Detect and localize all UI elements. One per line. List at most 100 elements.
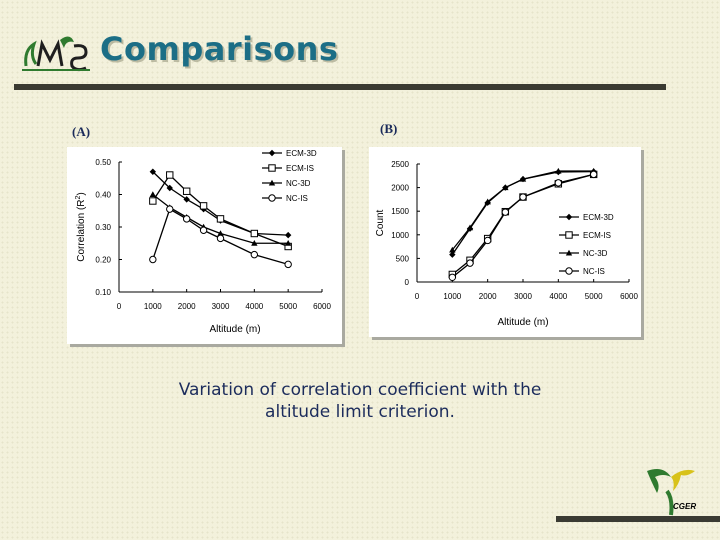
x-tick-label: 2000	[178, 302, 196, 311]
y-tick-label: 0.10	[95, 288, 111, 297]
slide-title: Comparisons	[100, 30, 339, 68]
legend-label: ECM-IS	[583, 231, 611, 240]
chart-panel-a: 0.10 0.20 0.30 0.40 0.50 0 1000 2000 3000 4000 500…	[67, 147, 342, 344]
data-point	[216, 234, 225, 243]
count-chart: 0 500 1000 1500 2000 2500 0 1000 2000 3000 4000 500…	[375, 160, 638, 328]
data-point	[466, 259, 474, 267]
y-tick-label: 2000	[391, 184, 409, 193]
y-axis-title: Correlation (R2)	[75, 192, 87, 262]
data-point	[182, 215, 191, 223]
legend-item-ecm-is: ECM-IS	[559, 231, 611, 240]
legend-item-ecm-3d: ECM-3D	[262, 149, 317, 158]
y-axis-title: Count	[375, 209, 386, 236]
panel-label-b: (B)	[380, 121, 398, 136]
data-point	[250, 250, 259, 259]
legend-item-nc-is: NC-IS	[559, 267, 605, 276]
series-ecm-is	[149, 171, 292, 251]
data-point	[448, 273, 457, 281]
legend-marker	[268, 164, 276, 172]
x-tick-label: 4000	[549, 292, 567, 301]
caption-line-1: Variation of correlation coefficient wit…	[178, 380, 542, 400]
correlation-chart: 0.10 0.20 0.30 0.40 0.50 0 1000 2000 3000 4000 500…	[75, 149, 331, 335]
data-point	[502, 184, 509, 191]
x-tick-label: 2000	[479, 292, 497, 301]
data-point	[466, 224, 474, 231]
series-line-ecm-3d	[451, 170, 594, 255]
data-point	[251, 240, 258, 246]
legend-marker	[565, 213, 573, 221]
y-tick-label: 1000	[391, 231, 409, 240]
legend-label: NC-3D	[583, 249, 608, 258]
legend-marker	[565, 249, 573, 256]
x-tick-label: 1000	[144, 302, 162, 311]
data-point	[183, 196, 190, 203]
data-point	[182, 187, 191, 195]
caption-line-2: altitude limit criterion.	[265, 402, 455, 422]
legend-label: NC-IS	[583, 267, 605, 276]
legend-label: NC-IS	[286, 194, 308, 203]
x-tick-label: 4000	[245, 302, 263, 311]
x-tick-label: 5000	[585, 292, 603, 301]
x-tick-label: 0	[415, 292, 420, 301]
legend-label: ECM-IS	[286, 164, 314, 173]
data-point	[199, 226, 208, 234]
legend-marker	[268, 194, 276, 202]
series-ecm-3d	[449, 168, 597, 258]
legend-item-nc-is: NC-IS	[262, 194, 308, 203]
y-tick-label: 1500	[391, 207, 409, 216]
legend-label: NC-3D	[286, 179, 311, 188]
x-tick-label: 6000	[620, 292, 638, 301]
series-layer	[448, 167, 598, 281]
data-point	[149, 168, 157, 175]
series-line-ecm-3d	[152, 171, 289, 236]
legend: ECM-3D ECM-IS NC-3D NC-IS	[559, 213, 614, 276]
x-tick-label: 3000	[212, 302, 230, 311]
legend-item-ecm-is: ECM-IS	[262, 164, 314, 173]
data-point	[199, 202, 208, 210]
y-tick-label: 2500	[391, 160, 409, 169]
chart-panel-b: 0 500 1000 1500 2000 2500 0 1000 2000 3000 4000 500…	[369, 147, 641, 337]
legend-item-nc-3d: NC-3D	[262, 179, 311, 188]
data-point	[519, 175, 527, 182]
data-point	[449, 251, 456, 258]
x-tick-label: 5000	[279, 302, 297, 311]
panel-label-a: (A)	[72, 124, 91, 139]
y-tick-label: 0	[405, 278, 410, 287]
x-axis-title: Altitude (m)	[497, 317, 548, 328]
tick-layer: 0 500 1000 1500 2000 2500 0 1000 2000 3000 4000 500…	[391, 160, 638, 301]
cger-logo: CGER	[647, 469, 696, 516]
data-point	[519, 193, 527, 201]
y-tick-label: 0.40	[95, 191, 111, 200]
y-tick-label: 0.20	[95, 256, 111, 265]
x-tick-label: 3000	[514, 292, 532, 301]
data-point	[149, 197, 157, 205]
series-nc-3d	[449, 167, 597, 253]
y-tick-label: 0.30	[95, 223, 111, 232]
x-tick-label: 0	[117, 302, 122, 311]
legend: ECM-3D ECM-IS NC-3D NC-IS	[262, 149, 317, 203]
y-tick-label: 0.50	[95, 158, 111, 167]
series-ecm-3d	[149, 168, 292, 239]
data-point	[149, 255, 157, 264]
legend-marker	[565, 267, 573, 275]
header-rule	[14, 84, 666, 90]
series-layer	[149, 168, 292, 269]
y-tick-label: 500	[396, 254, 410, 263]
data-point	[284, 260, 292, 269]
data-point	[484, 198, 491, 205]
data-point	[555, 167, 562, 174]
data-point	[284, 231, 292, 239]
legend-label: ECM-3D	[286, 149, 317, 158]
data-point	[166, 171, 174, 179]
tick-layer: 0.10 0.20 0.30 0.40 0.50 0 1000 2000 3000 4000 500…	[95, 158, 331, 311]
legend-marker	[268, 149, 276, 157]
legend-label: ECM-3D	[583, 213, 614, 222]
series-nc-is	[149, 205, 292, 269]
data-point	[449, 246, 456, 253]
legend-item-ecm-3d: ECM-3D	[559, 213, 614, 222]
x-axis-title: Altitude (m)	[209, 324, 260, 335]
org-logo	[22, 36, 90, 72]
data-point	[149, 191, 157, 198]
x-tick-label: 1000	[443, 292, 461, 301]
data-point	[554, 179, 563, 187]
